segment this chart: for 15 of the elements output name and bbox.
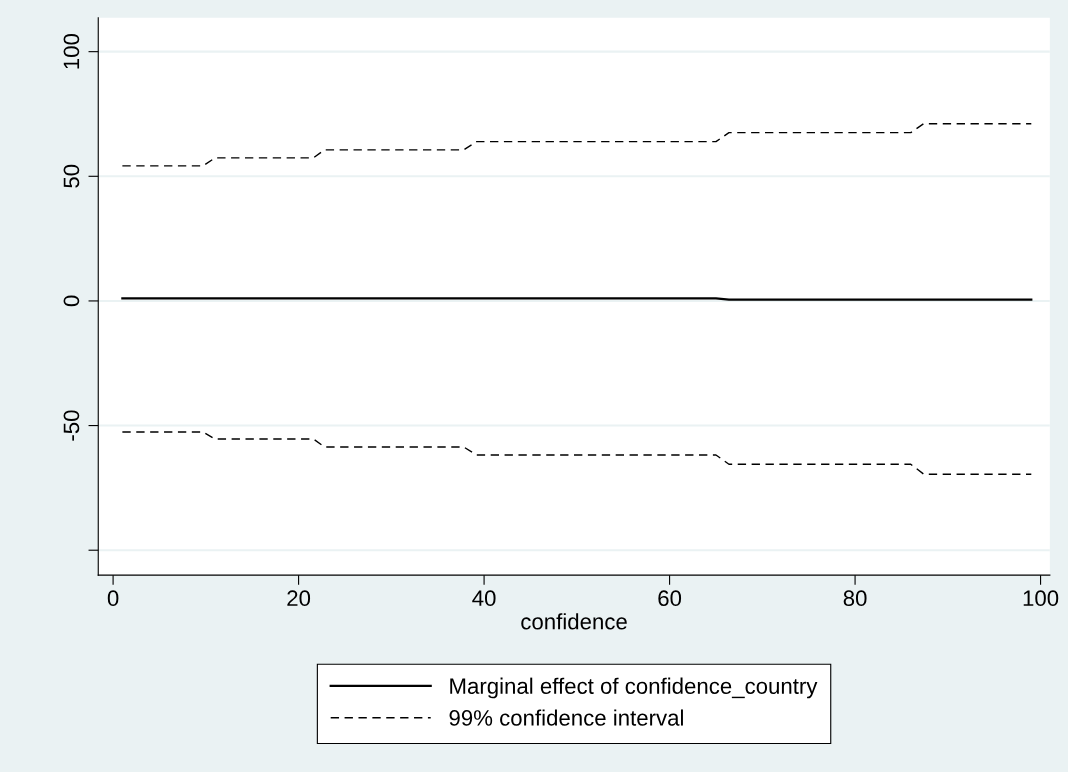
y-tick-label: -50: [63, 410, 80, 441]
line-series: [121, 123, 1032, 167]
x-tick-label: 0: [107, 590, 119, 607]
y-tick-label: 100: [63, 33, 80, 69]
y-tick-label: 50: [63, 164, 80, 188]
y-tick-label: 0: [63, 295, 80, 307]
x-tick-label: 100: [1023, 590, 1059, 607]
x-tick-label: 40: [472, 590, 496, 607]
x-axis-title: confidence: [521, 613, 627, 630]
x-tick-label: 60: [658, 590, 682, 607]
line-series: [121, 431, 1032, 475]
legend-label: Marginal effect of confidence_country: [450, 677, 818, 699]
x-tick-label: 80: [843, 590, 867, 607]
legend-label: 99% confidence interval: [449, 709, 683, 726]
x-tick-label: 20: [287, 590, 311, 607]
